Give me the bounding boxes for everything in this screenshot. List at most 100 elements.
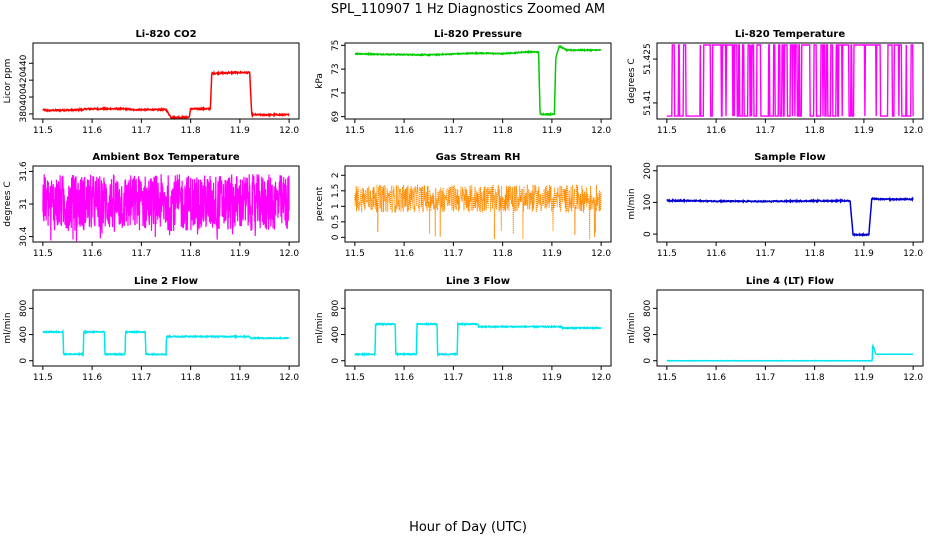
- x-tick-label: 11.7: [131, 373, 151, 383]
- x-tick-label: 11.6: [706, 249, 726, 259]
- x-tick-label: 11.5: [657, 373, 677, 383]
- x-tick-label: 11.5: [657, 126, 677, 136]
- y-tick-label: 1: [331, 203, 341, 209]
- y-axis-label: ml/min: [3, 312, 13, 343]
- x-tick-label: 11.7: [755, 373, 775, 383]
- series-line: [666, 196, 914, 237]
- figure-x-axis-label: Hour of Day (UTC): [409, 520, 527, 535]
- x-tick-label: 11.6: [706, 373, 726, 383]
- y-tick-label: 800: [19, 299, 29, 316]
- x-tick-label: 11.7: [131, 126, 151, 136]
- plot-frame: [656, 165, 924, 243]
- plot-frame: [32, 289, 300, 367]
- x-tick-label: 11.6: [82, 249, 102, 259]
- y-tick-label: 30.4: [19, 226, 29, 246]
- panel-title: Line 3 Flow: [446, 276, 510, 287]
- x-tick-label: 11.5: [33, 249, 53, 259]
- series-line: [42, 329, 290, 357]
- y-tick-label: 100: [643, 194, 653, 211]
- panel-1: Li-820 Pressure kPa 11.5 11.6 11.7 11.8 11.9 12…: [315, 29, 612, 136]
- x-tick-label: 11.6: [394, 249, 414, 259]
- panel-title: Li-820 CO2: [135, 29, 196, 40]
- panel-title: Ambient Box Temperature: [92, 152, 239, 163]
- x-tick-label: 11.5: [345, 373, 365, 383]
- series-line: [354, 183, 602, 240]
- panel-5: Sample Flow ml/min 11.5 11.6 11.7 11.8 11.9 12.…: [627, 152, 924, 259]
- panel-7: Line 3 Flow ml/min 11.5 11.6 11.7 11.8 11.9 12.…: [315, 276, 612, 383]
- panel-title: Line 2 Flow: [134, 276, 198, 287]
- y-tick-label: 800: [643, 299, 653, 316]
- panel-title: Line 4 (LT) Flow: [746, 276, 834, 287]
- panel-title: Li-820 Temperature: [735, 29, 845, 40]
- x-tick-label: 11.9: [542, 373, 562, 383]
- x-tick-label: 11.8: [493, 126, 513, 136]
- plot-frame: [344, 165, 612, 243]
- x-tick-label: 11.7: [131, 249, 151, 259]
- x-tick-label: 11.7: [443, 373, 463, 383]
- x-tick-label: 11.9: [854, 126, 874, 136]
- x-tick-label: 11.9: [542, 126, 562, 136]
- x-tick-label: 11.5: [33, 373, 53, 383]
- x-tick-label: 11.8: [493, 373, 513, 383]
- x-tick-label: 12.0: [279, 373, 299, 383]
- y-tick-label: 380: [19, 105, 29, 122]
- x-tick-label: 12.0: [903, 126, 923, 136]
- y-tick-label: 440: [19, 54, 29, 71]
- x-tick-label: 11.8: [181, 126, 201, 136]
- figure-title: SPL_110907 1 Hz Diagnostics Zoomed AM: [331, 2, 605, 17]
- series-line: [666, 44, 914, 117]
- y-axis-label: ml/min: [627, 188, 637, 219]
- x-tick-label: 11.5: [345, 126, 365, 136]
- panel-8: Line 4 (LT) Flow ml/min 11.5 11.6 11.7 11.8 11…: [627, 276, 924, 383]
- panel-title: Li-820 Pressure: [434, 29, 522, 40]
- y-tick-label: 2: [331, 172, 341, 178]
- y-tick-label: 420: [19, 71, 29, 88]
- x-tick-label: 11.8: [493, 249, 513, 259]
- y-tick-label: 31: [19, 198, 29, 209]
- plot-frame: [656, 289, 924, 367]
- x-tick-label: 12.0: [903, 249, 923, 259]
- x-tick-label: 11.9: [854, 373, 874, 383]
- series-line: [354, 45, 602, 117]
- plot-frame: [32, 42, 300, 120]
- x-tick-label: 12.0: [591, 126, 611, 136]
- y-tick-label: 51.41: [643, 90, 653, 116]
- x-tick-label: 11.8: [805, 373, 825, 383]
- x-tick-label: 11.9: [230, 249, 250, 259]
- y-tick-label: 400: [331, 326, 341, 343]
- x-tick-label: 11.9: [542, 249, 562, 259]
- panel-2: Li-820 Temperature degrees C 11.5 11.6 11.7 1…: [627, 29, 924, 136]
- x-tick-label: 11.9: [854, 249, 874, 259]
- y-axis-label: degrees C: [627, 58, 637, 103]
- y-tick-label: 1.5: [331, 184, 341, 198]
- y-tick-label: 400: [19, 326, 29, 343]
- y-axis-label: ml/min: [627, 312, 637, 343]
- x-tick-label: 11.5: [345, 249, 365, 259]
- series-line: [42, 173, 290, 242]
- y-axis-label: degrees C: [3, 181, 13, 226]
- y-axis-label: percent: [315, 186, 325, 221]
- x-tick-label: 11.8: [181, 373, 201, 383]
- y-tick-label: 0.5: [331, 215, 341, 229]
- y-axis-label: Licor ppm: [3, 59, 13, 104]
- panel-title: Sample Flow: [754, 152, 826, 163]
- series-line: [666, 343, 914, 362]
- plot-frame: [656, 42, 924, 120]
- y-tick-label: 0: [19, 358, 29, 364]
- y-tick-label: 75: [331, 40, 341, 51]
- x-tick-label: 11.5: [33, 126, 53, 136]
- x-tick-label: 12.0: [279, 249, 299, 259]
- x-tick-label: 11.6: [82, 373, 102, 383]
- y-tick-label: 0: [643, 358, 653, 364]
- x-tick-label: 11.6: [394, 126, 414, 136]
- y-tick-label: 800: [331, 299, 341, 316]
- x-tick-label: 12.0: [591, 249, 611, 259]
- x-tick-label: 11.8: [181, 249, 201, 259]
- x-tick-label: 11.6: [394, 373, 414, 383]
- x-tick-label: 11.7: [755, 249, 775, 259]
- series-line: [42, 69, 290, 121]
- y-tick-label: 71: [331, 87, 341, 98]
- x-tick-label: 11.6: [706, 126, 726, 136]
- y-tick-label: 69: [331, 111, 341, 123]
